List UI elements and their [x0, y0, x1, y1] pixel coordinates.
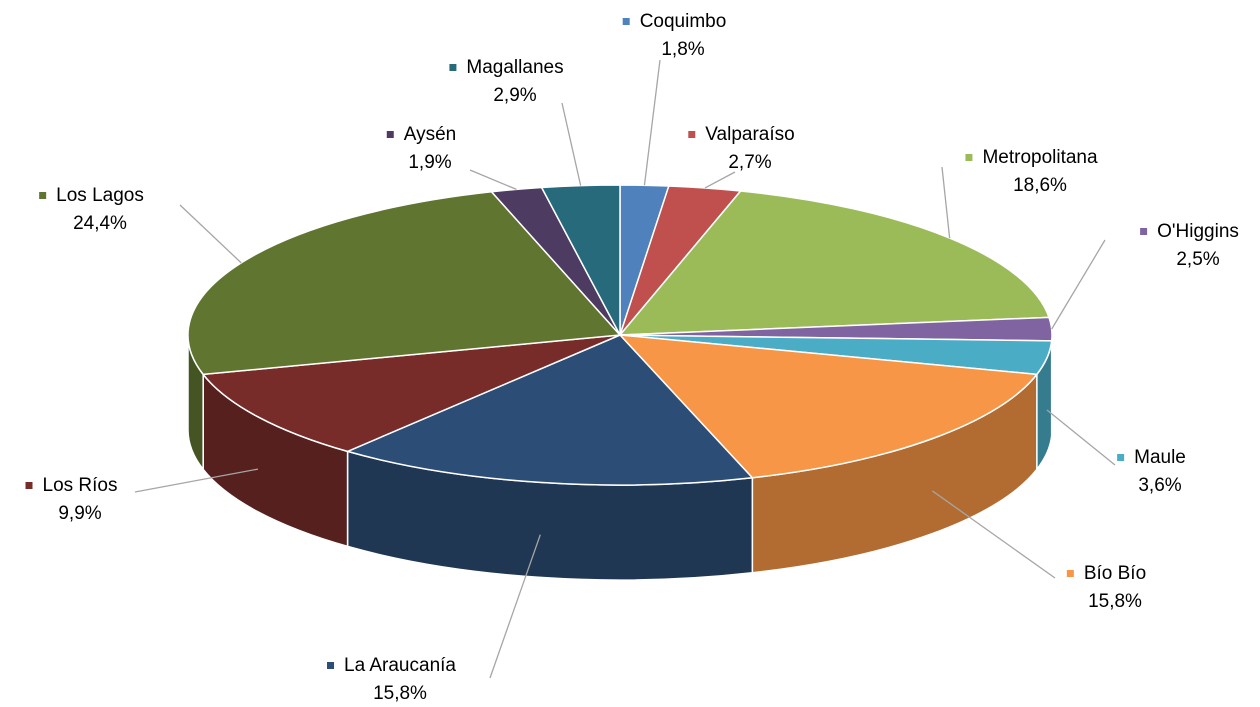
value-label: 1,9%	[408, 152, 451, 173]
value-label: 24,4%	[73, 213, 127, 234]
legend-marker	[1066, 570, 1074, 577]
legend-marker	[449, 64, 457, 71]
category-label: O'Higgins	[1157, 221, 1239, 242]
category-label: Bío Bío	[1084, 563, 1146, 584]
value-label: 2,5%	[1176, 249, 1219, 270]
leader-line	[704, 171, 736, 189]
category-label: Coquimbo	[640, 11, 727, 32]
slice	[618, 334, 1039, 479]
leader-line	[469, 169, 517, 190]
legend-marker	[327, 662, 335, 669]
value-label: 2,7%	[728, 152, 771, 173]
category-label: La Araucanía	[344, 655, 456, 676]
value-label: 18,6%	[1013, 175, 1067, 196]
value-label: 15,8%	[373, 683, 427, 704]
leader-line	[561, 102, 582, 186]
category-label: Maule	[1134, 447, 1186, 468]
category-label: Magallanes	[466, 57, 563, 78]
category-label: Metropolitana	[982, 147, 1098, 168]
slice	[187, 190, 622, 376]
slice	[345, 334, 754, 486]
slice	[201, 334, 621, 453]
legend-marker	[1117, 454, 1125, 461]
leader-line	[1046, 409, 1116, 466]
category-label: Los Lagos	[56, 185, 144, 206]
category-label: Los Ríos	[43, 475, 118, 496]
slice	[540, 184, 621, 336]
category-label: Valparaíso	[705, 124, 794, 145]
value-label: 2,9%	[493, 85, 536, 106]
leader-line	[941, 166, 951, 239]
value-label: 1,8%	[661, 39, 704, 60]
legend-marker	[965, 154, 973, 161]
legend-marker	[39, 192, 47, 199]
legend-marker	[25, 482, 33, 489]
leader-line	[179, 204, 242, 264]
category-label: Aysén	[404, 124, 456, 145]
legend-marker	[622, 18, 630, 25]
value-label: 15,8%	[1088, 591, 1142, 612]
legend-marker	[688, 131, 696, 138]
leader-line	[489, 534, 541, 679]
value-label: 9,9%	[58, 503, 101, 524]
leader-line	[1051, 239, 1106, 330]
legend-marker	[1140, 228, 1148, 235]
legend-marker	[386, 131, 394, 138]
leader-line	[134, 468, 259, 493]
slice	[618, 190, 1051, 336]
value-label: 3,6%	[1138, 475, 1181, 496]
leader-line	[643, 59, 661, 186]
leader-line	[931, 490, 1056, 579]
